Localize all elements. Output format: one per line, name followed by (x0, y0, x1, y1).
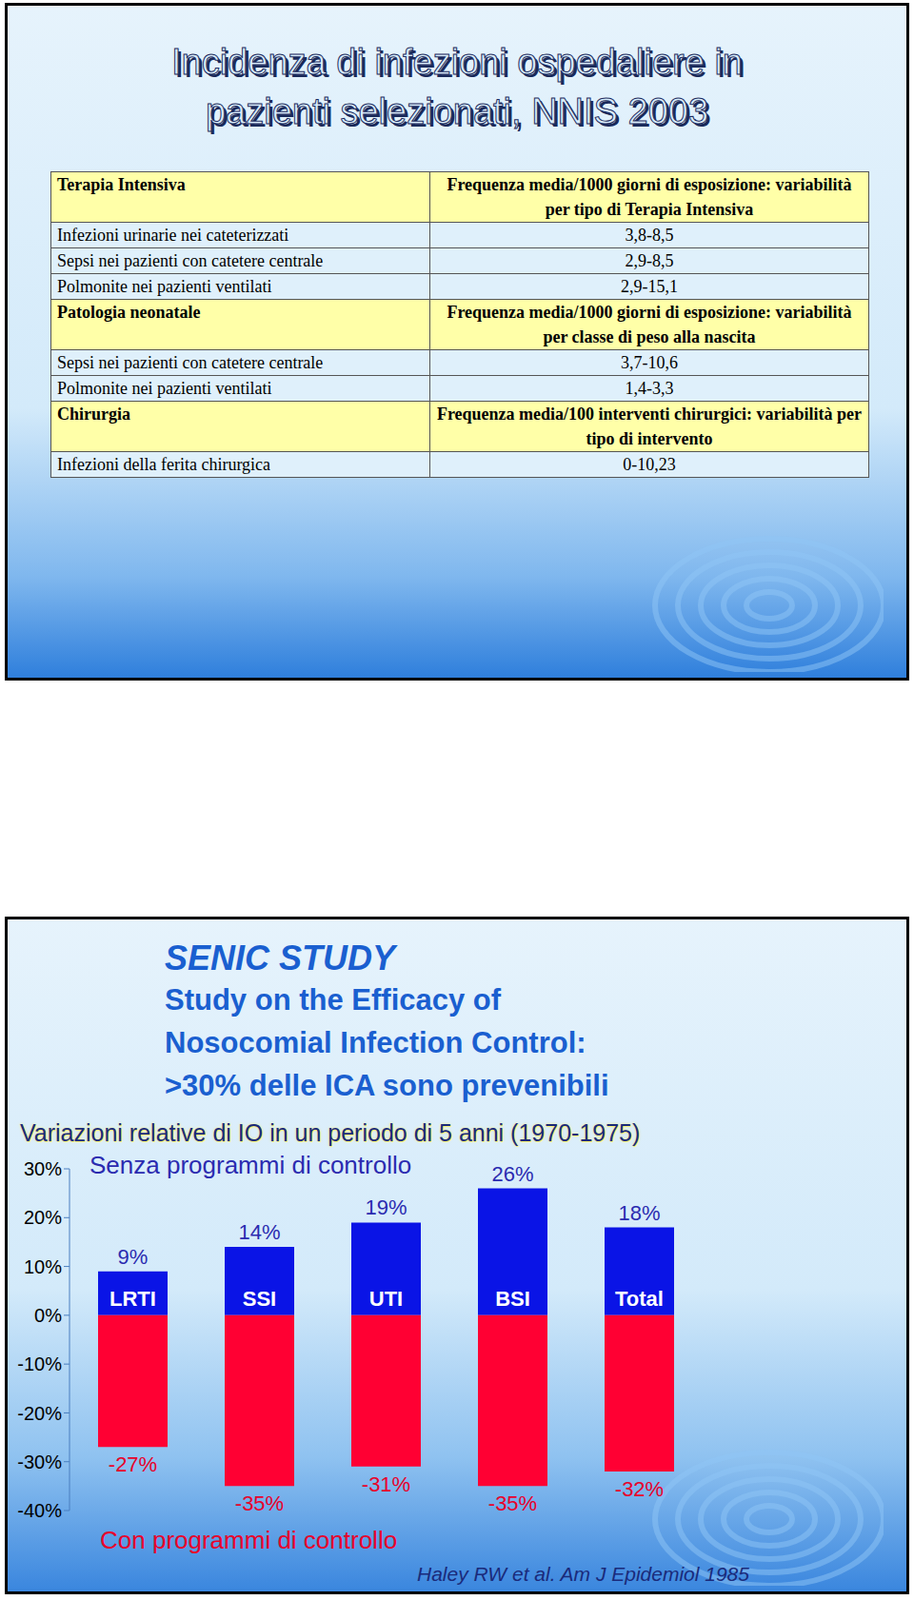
html-text:Senza programmi di controllo: Senza programmi di controllo (89, 1151, 412, 1180)
html-text:Haley RW et al. Am J Epidemiol: Haley RW et al. Am J Epidemiol 1985 (417, 1563, 750, 1586)
svg-text:-35%: -35% (488, 1491, 537, 1516)
html-text:Sepsi nei pazienti con cateter: Sepsi nei pazienti con catetere centrale (57, 251, 324, 271)
html-text:SENIC STUDY: SENIC STUDY (164, 938, 396, 978)
html-text:Sepsi nei pazienti con cateter: Sepsi nei pazienti con catetere centrale (57, 353, 324, 373)
html-text:Nosocomial Infection Control:: Nosocomial Infection Control: (164, 1026, 587, 1060)
svg-text:14%: 14% (238, 1220, 280, 1245)
svg-text:-31%: -31% (361, 1472, 411, 1497)
svg-text:18%: 18% (617, 1201, 660, 1226)
html-text:Study on the Efficacy of: Study on the Efficacy of (164, 983, 501, 1017)
svg-text:Total: Total (615, 1287, 664, 1312)
svg-text:0%: 0% (34, 1305, 62, 1327)
svg-text:10%: 10% (23, 1256, 62, 1278)
html-text:3,7-10,6: 3,7-10,6 (620, 353, 678, 373)
svg-text:BSI: BSI (495, 1287, 531, 1312)
svg-text:20%: 20% (23, 1207, 62, 1229)
svg-text:-27%: -27% (108, 1452, 158, 1477)
html-text:Variazioni relative di IO in u: Variazioni relative di IO in un periodo … (19, 1119, 641, 1147)
svg-text:-30%: -30% (17, 1451, 62, 1473)
html-text:1,4-3,3: 1,4-3,3 (625, 378, 674, 398)
svg-text:26%: 26% (491, 1162, 534, 1187)
html-text:Polmonite nei pazienti ventila: Polmonite nei pazienti ventilati (57, 378, 272, 398)
svg-text:9%: 9% (118, 1245, 149, 1270)
html-text:2,9-8,5: 2,9-8,5 (625, 251, 674, 271)
html-text:Infezioni della ferita chirurg: Infezioni della ferita chirurgica (57, 455, 271, 475)
svg-text:-32%: -32% (615, 1477, 664, 1502)
svg-text:30%: 30% (23, 1158, 62, 1180)
svg-text:-35%: -35% (235, 1491, 284, 1516)
html-text:0-10,23: 0-10,23 (622, 455, 676, 475)
html-text:2,9-15,1: 2,9-15,1 (620, 277, 678, 297)
html-text:Polmonite nei pazienti ventila: Polmonite nei pazienti ventilati (57, 277, 272, 297)
html-text:Frequenza media/1000 giorni di: Frequenza media/1000 giorni di esposizio… (446, 175, 852, 219)
html-text:Frequenza media/1000 giorni di: Frequenza media/1000 giorni di esposizio… (446, 302, 852, 347)
html-text:3,8-8,5: 3,8-8,5 (625, 225, 674, 245)
svg-text:19%: 19% (364, 1195, 407, 1220)
html-text:Incidenza di infezioni ospedal: Incidenza di infezioni ospedaliere in (171, 41, 743, 82)
html-text:Terapia Intensiva: Terapia Intensiva (57, 175, 186, 195)
html-text:Chirurgia: Chirurgia (57, 404, 131, 424)
svg-text:UTI: UTI (369, 1287, 403, 1312)
html-text:pazienti selezionati, NNIS 200: pazienti selezionati, NNIS 2003 (205, 91, 709, 132)
svg-text:-40%: -40% (17, 1500, 62, 1522)
svg-text:-20%: -20% (17, 1403, 62, 1425)
html-text:Con programmi di controllo: Con programmi di controllo (99, 1526, 398, 1555)
svg-text:SSI: SSI (242, 1287, 277, 1312)
svg-text:-10%: -10% (17, 1353, 62, 1375)
svg-text:LRTI: LRTI (109, 1287, 157, 1312)
html-text:Patologia neonatale: Patologia neonatale (57, 302, 201, 322)
html-text:Infezioni urinarie nei cateter: Infezioni urinarie nei cateterizzati (57, 225, 289, 245)
html-text:>30% delle ICA sono prevenibil: >30% delle ICA sono prevenibili (164, 1069, 609, 1103)
html-text:Frequenza media/100 interventi: Frequenza media/100 interventi chirurgic… (436, 404, 862, 449)
